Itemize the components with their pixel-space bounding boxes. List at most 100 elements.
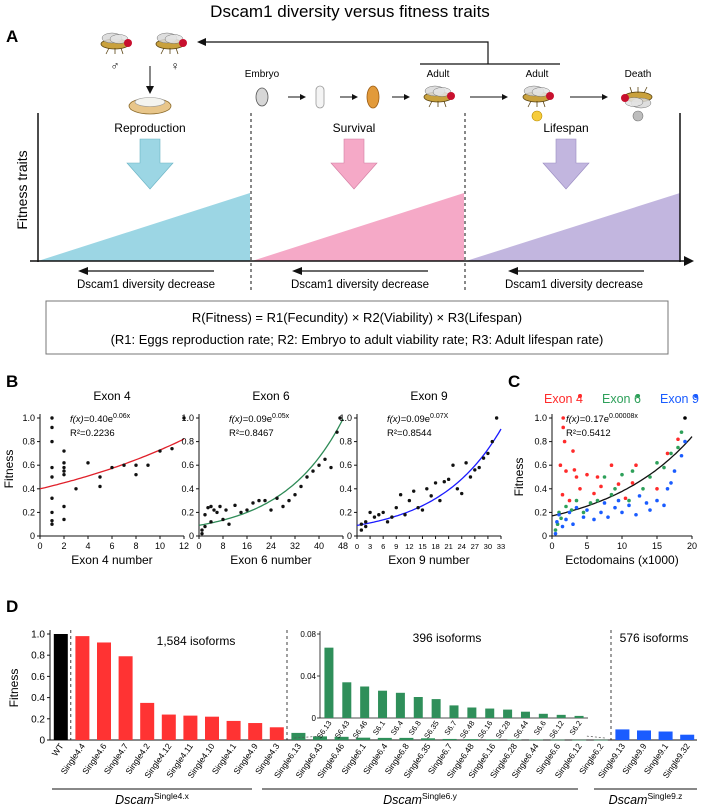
x-tick-label: 16 bbox=[242, 541, 252, 551]
data-point bbox=[477, 465, 481, 470]
data-point bbox=[200, 528, 204, 532]
y-tick-label: 0.4 bbox=[181, 484, 194, 494]
data-point bbox=[613, 505, 617, 510]
bar bbox=[442, 738, 457, 740]
data-point bbox=[634, 512, 638, 517]
data-point bbox=[98, 484, 102, 489]
y-tick-label: 0.4 bbox=[31, 693, 45, 704]
inset-bar bbox=[574, 715, 584, 718]
y-tick-label: 0.8 bbox=[22, 437, 35, 447]
bar bbox=[377, 737, 392, 740]
data-point bbox=[438, 498, 442, 503]
inset-bar bbox=[520, 711, 530, 718]
data-point bbox=[455, 487, 460, 491]
inset-x-tick-label: S6.44 bbox=[511, 719, 530, 740]
y-tick-label: 0 bbox=[39, 736, 45, 747]
data-point bbox=[86, 461, 90, 465]
data-point bbox=[62, 449, 66, 453]
panel-a-label: A bbox=[6, 27, 18, 46]
bar bbox=[291, 732, 306, 740]
data-point bbox=[335, 430, 339, 434]
formula-line-1: R(Fitness) = R1(Fecundity) × R2(Viabilit… bbox=[192, 310, 522, 325]
y-tick-label: 1.0 bbox=[181, 413, 194, 423]
data-point bbox=[613, 487, 617, 491]
x-tick-label: 0 bbox=[549, 541, 554, 551]
data-point bbox=[571, 449, 575, 453]
data-point bbox=[412, 489, 416, 493]
panel-d-label: D bbox=[6, 597, 18, 616]
trait-lifespan: Lifespan bbox=[543, 121, 588, 135]
data-point bbox=[627, 498, 631, 503]
data-point bbox=[62, 504, 66, 509]
inset-x-tick-label: S6.12 bbox=[547, 719, 566, 740]
diversity-label-3: Dscam1 diversity decrease bbox=[505, 279, 643, 291]
data-point bbox=[269, 508, 273, 512]
chart-title: Exon 6 bbox=[252, 389, 290, 403]
x-tick-label: 10 bbox=[155, 541, 165, 551]
scatter-exon9: Exon 900.20.40.60.81.00 3 6 9 12 15 18 21 24 27 30… bbox=[339, 389, 505, 567]
data-point bbox=[585, 472, 589, 477]
diversity-arrow-1 bbox=[78, 267, 214, 275]
data-point bbox=[602, 475, 607, 479]
diversity-label-2: Dscam1 diversity decrease bbox=[291, 279, 429, 291]
bar bbox=[464, 739, 479, 740]
data-point bbox=[648, 508, 652, 512]
inset-bar bbox=[378, 690, 388, 718]
data-point bbox=[630, 481, 635, 485]
x-tick-label: 40 bbox=[314, 541, 324, 551]
y-tick-label: 0.6 bbox=[22, 460, 35, 470]
bar bbox=[399, 737, 414, 740]
bar bbox=[97, 642, 111, 740]
data-point bbox=[669, 451, 673, 456]
bar bbox=[140, 702, 155, 740]
data-point bbox=[627, 503, 631, 508]
data-point bbox=[50, 518, 54, 523]
bar bbox=[572, 739, 587, 741]
x-tick-label: 4 bbox=[85, 541, 90, 551]
diversity-label-1: Dscam1 diversity decrease bbox=[77, 279, 215, 291]
data-point bbox=[672, 469, 677, 473]
data-point bbox=[599, 510, 603, 515]
data-point bbox=[494, 416, 499, 420]
data-point bbox=[588, 501, 593, 505]
x-axis-label: Exon 6 number bbox=[230, 553, 311, 567]
data-point bbox=[433, 481, 438, 485]
panel-b-label: B bbox=[6, 372, 18, 391]
lifespan-triangle bbox=[466, 193, 680, 261]
inset-x-tick-label: S6.2 bbox=[567, 719, 583, 737]
inset-x-tick-label: S6.13 bbox=[315, 719, 334, 740]
bar bbox=[485, 739, 500, 740]
y-tick-label: 0.2 bbox=[534, 507, 547, 517]
fit-equation: f(x)=0.17e0.00008x bbox=[566, 413, 638, 425]
x-tick-label: 8 bbox=[133, 541, 138, 551]
data-point bbox=[50, 439, 54, 444]
data-point bbox=[62, 469, 66, 473]
chart-title: Exon 4 bbox=[93, 389, 131, 403]
y-tick-label: 0.2 bbox=[181, 507, 194, 517]
y-tick-label: 0 bbox=[189, 531, 194, 541]
fit-equation: f(x)=0.09e0.07X bbox=[387, 413, 449, 425]
stage-adult-2: Adult bbox=[526, 69, 549, 80]
data-point bbox=[481, 456, 486, 460]
bar bbox=[161, 714, 176, 740]
legend-marker bbox=[578, 394, 582, 398]
y-tick-label: 0.6 bbox=[534, 460, 547, 470]
fit-curve bbox=[356, 428, 502, 527]
y-tick-label: 0.4 bbox=[534, 484, 547, 494]
data-point bbox=[368, 510, 372, 515]
bar-chart-isoforms: Fitness00.20.40.60.81.0WTSingle4.4Single… bbox=[7, 630, 697, 807]
isoform-count-exon6: 396 isoforms bbox=[413, 631, 482, 645]
x-tick-label: 5 bbox=[584, 541, 589, 551]
fitness-traits-label: Fitness traits bbox=[14, 150, 30, 229]
bar bbox=[593, 739, 608, 741]
data-point bbox=[209, 504, 213, 509]
data-point bbox=[293, 493, 297, 497]
y-tick-label: 0.4 bbox=[339, 484, 352, 494]
x-tick-label: 3 bbox=[368, 542, 372, 551]
data-point bbox=[359, 528, 364, 532]
data-point bbox=[275, 496, 279, 500]
data-point bbox=[215, 510, 219, 515]
data-point bbox=[641, 487, 645, 491]
inset-bar bbox=[556, 714, 566, 718]
data-point bbox=[50, 496, 54, 500]
